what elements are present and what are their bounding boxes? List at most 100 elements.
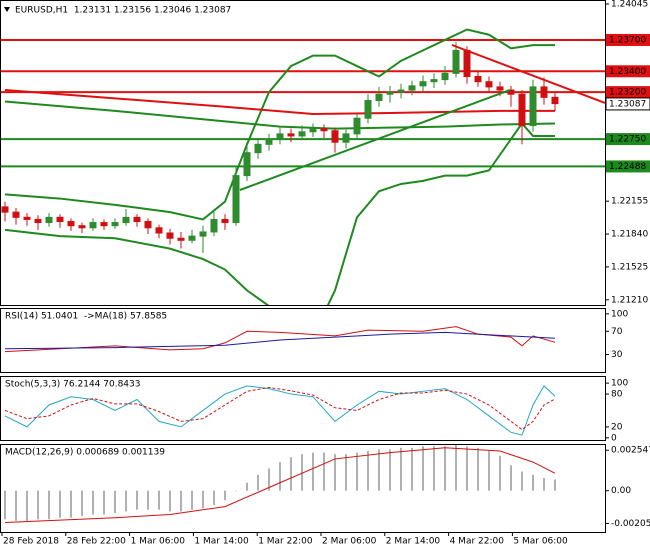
- macd-bar: [400, 447, 402, 491]
- candle-body: [320, 128, 328, 132]
- y-tick-label: 1.21525: [611, 262, 648, 272]
- macd-bar: [147, 490, 149, 510]
- candle-body: [364, 99, 372, 119]
- macd-bar: [92, 490, 94, 515]
- indicator-line: [4, 447, 556, 523]
- level-label: 1.22488: [609, 162, 646, 172]
- macd-bar: [444, 446, 446, 491]
- trendline: [451, 44, 605, 104]
- y-tick-label: 1.21840: [611, 230, 648, 240]
- candle-body: [210, 218, 218, 233]
- macd-bar: [433, 446, 435, 491]
- last-price-tag: [605, 97, 650, 111]
- macd-bar: [554, 479, 556, 491]
- candle-body: [386, 91, 394, 95]
- candle-body: [507, 89, 515, 95]
- candle-body: [45, 216, 53, 224]
- y-tick-label: -0.002059: [611, 519, 650, 529]
- indicator-line: [4, 121, 555, 305]
- stoch-panel: [4, 385, 556, 436]
- candle-body: [529, 86, 537, 127]
- x-tick-label: 1 Mar 06:00: [131, 537, 186, 547]
- candle-body: [309, 128, 317, 133]
- macd-bar: [345, 454, 347, 491]
- macd-bar: [455, 444, 457, 491]
- x-tick-label: 4 Mar 22:00: [450, 537, 505, 547]
- candle-body: [177, 237, 185, 241]
- level-tag: [606, 65, 650, 78]
- candle-body: [144, 221, 152, 229]
- level-label: 1.23700: [609, 35, 646, 45]
- candle-body: [397, 89, 405, 93]
- macd-bar: [59, 490, 61, 518]
- macd-bar: [235, 490, 237, 492]
- candle-body: [265, 138, 273, 145]
- candle-body: [331, 130, 339, 143]
- macd-bar: [70, 490, 72, 518]
- x-tick-label: 1 Mar 14:00: [194, 537, 249, 547]
- macd-bar: [532, 474, 534, 491]
- panel-frame: [0, 308, 606, 373]
- y-tick-label: 0.002547: [611, 446, 650, 456]
- macd-bar: [114, 490, 116, 513]
- candle-body: [100, 222, 108, 227]
- indicator-line: [4, 326, 556, 353]
- macd-bar: [180, 490, 182, 512]
- x-tick-label: 5 Mar 06:00: [513, 537, 568, 547]
- macd-bar: [169, 490, 171, 512]
- macd-bar: [136, 490, 138, 510]
- candle-body: [12, 211, 20, 218]
- macd-bar: [4, 490, 6, 520]
- macd-bar: [81, 490, 83, 517]
- level-tag: [606, 33, 650, 46]
- candle-body: [540, 86, 548, 98]
- candle-body: [243, 152, 251, 177]
- y-tick-label: 1.22155: [611, 197, 648, 207]
- chart-header: EURUSD,H1 1.23131 1.23156 1.23046 1.2308…: [15, 6, 231, 16]
- y-tick-label: 80: [611, 390, 623, 400]
- macd-bar: [488, 450, 490, 491]
- level-label: 1.22750: [609, 135, 646, 145]
- macd-bar: [246, 482, 248, 491]
- trendline: [239, 89, 511, 191]
- macd-bar: [356, 452, 358, 491]
- macd-bar: [389, 449, 391, 491]
- macd-bar: [499, 455, 501, 491]
- macd-bar: [521, 471, 523, 491]
- level-tag: [606, 133, 650, 146]
- panel-frame: [0, 444, 606, 533]
- candle-body: [496, 86, 504, 91]
- menu-arrow: [4, 7, 10, 12]
- candle-body: [287, 133, 295, 137]
- candle-body: [375, 93, 383, 101]
- candle-body: [89, 222, 97, 229]
- x-tick-label: 2 Mar 06:00: [322, 537, 377, 547]
- macd-bar: [367, 450, 369, 491]
- macd-bar: [158, 490, 160, 510]
- macd-bar: [466, 446, 468, 491]
- candle-body: [353, 117, 361, 135]
- candle-body: [254, 143, 262, 154]
- macd-bar: [301, 454, 303, 491]
- macd-bar: [103, 490, 105, 515]
- candle-body: [430, 79, 438, 83]
- candle-body: [551, 96, 559, 105]
- panel-frame: [0, 376, 606, 441]
- rsi-panel: [4, 326, 556, 353]
- macd-bar: [191, 490, 193, 510]
- macd-bar: [411, 447, 413, 491]
- candle-body: [133, 216, 141, 223]
- y-tick-label: 100: [611, 309, 628, 319]
- candle-body: [298, 131, 306, 137]
- macd-bar: [323, 452, 325, 491]
- macd-bar: [15, 490, 17, 521]
- candle-body: [122, 216, 130, 224]
- candle-body: [78, 225, 86, 229]
- macd-bar: [257, 474, 259, 491]
- x-tick-label: 1 Mar 22:00: [258, 537, 313, 547]
- candle-body: [67, 221, 75, 227]
- macd-bar: [26, 490, 28, 521]
- candle-body: [518, 93, 526, 127]
- candle-body: [221, 218, 229, 224]
- macd-bar: [510, 465, 512, 491]
